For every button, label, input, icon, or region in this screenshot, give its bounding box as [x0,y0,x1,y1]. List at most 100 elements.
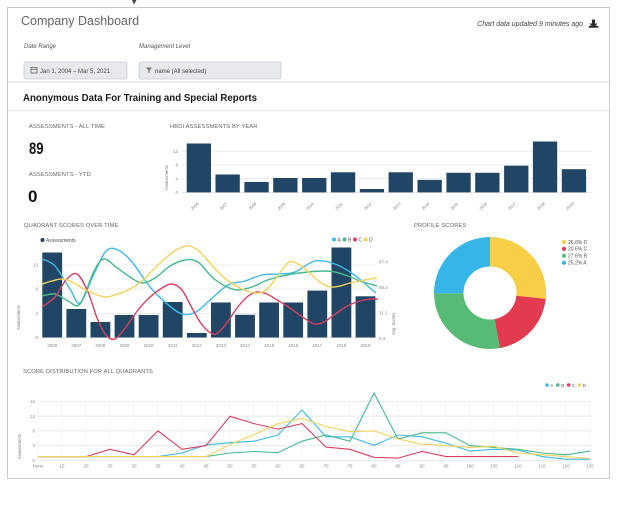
svg-text:Assessments: Assessments [16,305,21,330]
svg-text:2012: 2012 [363,201,373,211]
svg-text:2016: 2016 [288,343,299,348]
svg-text:Date Range: Date Range [24,44,57,50]
svg-text:4: 4 [175,176,178,181]
svg-text:ASSESSMENTS - YTD: ASSESSMENTS - YTD [29,172,91,178]
svg-text:2008: 2008 [95,343,106,348]
svg-text:12: 12 [30,414,36,419]
svg-text:8: 8 [175,163,178,168]
svg-text:0: 0 [175,190,178,195]
svg-text:30: 30 [131,464,137,469]
svg-text:0.3: 0.3 [379,336,386,341]
svg-text:8: 8 [32,429,35,434]
svg-text:D: D [369,238,373,244]
svg-text:2011: 2011 [334,201,344,211]
svg-text:25.2% A: 25.2% A [568,261,587,267]
svg-text:2007: 2007 [219,201,229,211]
svg-text:2015: 2015 [264,343,275,348]
svg-text:2011: 2011 [168,343,178,348]
svg-text:2009: 2009 [276,201,286,211]
svg-text:2010: 2010 [144,343,155,348]
svg-text:55: 55 [251,464,257,469]
svg-text:2013: 2013 [392,201,402,211]
svg-text:45: 45 [203,464,209,469]
svg-text:87.4: 87.4 [379,260,388,265]
svg-text:2016: 2016 [478,201,488,211]
svg-text:C: C [572,383,576,388]
svg-text:Management Level: Management Level [139,44,191,50]
svg-text:2006: 2006 [190,201,200,211]
svg-text:85: 85 [395,464,401,469]
svg-text:ASSESSMENTS - ALL TIME: ASSESSMENTS - ALL TIME [29,124,105,130]
svg-text:Avg. Scores: Avg. Scores [391,313,396,336]
svg-text:25: 25 [107,464,113,469]
svg-text:75: 75 [347,464,353,469]
svg-text:Assessments: Assessments [164,165,169,190]
svg-text:2017: 2017 [507,201,517,211]
svg-text:0: 0 [28,187,37,206]
svg-text:20.6% C: 20.6% C [568,247,588,253]
svg-text:40: 40 [179,464,185,469]
svg-text:4: 4 [35,311,38,316]
svg-text:QUADRANT SCORES OVER TIME: QUADRANT SCORES OVER TIME [24,223,118,229]
svg-text:110: 110 [514,464,522,469]
svg-text:125: 125 [586,464,594,469]
svg-text:12: 12 [33,263,39,268]
svg-text:C: C [359,238,363,244]
svg-text:Chart data updated 9 minutes a: Chart data updated 9 minutes ago [477,21,583,28]
svg-text:115: 115 [538,464,546,469]
svg-text:Jan 1, 2004 – Mar 5, 2021: Jan 1, 2004 – Mar 5, 2021 [40,69,111,75]
svg-text:2018: 2018 [336,343,347,348]
svg-text:B: B [561,383,564,388]
svg-text:58.3: 58.3 [379,285,388,290]
svg-text:4: 4 [32,443,35,448]
svg-text:2014: 2014 [420,201,430,211]
svg-text:26.8% D: 26.8% D [568,240,588,246]
svg-text:Anonymous Data For Training an: Anonymous Data For Training and Special … [23,93,257,104]
svg-text:name (All selected): name (All selected) [155,69,206,75]
svg-text:70: 70 [323,464,329,469]
svg-text:SCORE DISTRIBUTION FOR ALL QUA: SCORE DISTRIBUTION FOR ALL QUADRANTS [23,369,153,375]
svg-text:2019: 2019 [565,201,575,211]
svg-text:2018: 2018 [536,201,546,211]
svg-text:80: 80 [371,464,377,469]
svg-text:2014: 2014 [240,343,251,348]
svg-text:2010: 2010 [305,201,315,211]
svg-text:0: 0 [35,335,38,340]
svg-text:65: 65 [299,464,305,469]
svg-text:90: 90 [419,464,425,469]
svg-text:Assessments: Assessments [17,434,22,459]
svg-text:0: 0 [32,458,35,463]
svg-text:89: 89 [29,139,44,158]
svg-text:2008: 2008 [247,201,257,211]
svg-text:PROFILE SCORES: PROFILE SCORES [414,223,466,229]
svg-text:2012: 2012 [192,343,203,348]
svg-text:2009: 2009 [119,343,130,348]
svg-text:D: D [583,383,587,388]
svg-text:HBDI ASSESSMENTS BY YEAR: HBDI ASSESSMENTS BY YEAR [170,124,258,130]
svg-text:20: 20 [83,464,89,469]
svg-text:27.6% B: 27.6% B [568,254,588,260]
svg-text:15: 15 [59,464,65,469]
svg-text:8: 8 [35,287,38,292]
svg-text:16: 16 [30,399,36,404]
svg-text:105: 105 [490,464,498,469]
svg-text:120: 120 [562,464,570,469]
svg-text:Assessments: Assessments [46,238,76,244]
svg-text:2007: 2007 [71,343,82,348]
svg-text:95: 95 [443,464,449,469]
svg-text:None: None [33,464,44,469]
svg-text:2015: 2015 [449,201,459,211]
svg-text:2006: 2006 [47,343,58,348]
svg-text:A: A [550,383,553,388]
svg-text:50: 50 [227,464,233,469]
svg-text:31.1: 31.1 [379,311,388,316]
svg-text:100: 100 [466,464,474,469]
svg-text:2013: 2013 [216,343,227,348]
svg-text:12: 12 [173,149,179,154]
svg-text:B: B [348,238,352,244]
svg-text:2019: 2019 [360,343,371,348]
svg-text:A: A [338,238,342,244]
svg-text:2017: 2017 [312,343,323,348]
svg-text:60: 60 [275,464,281,469]
svg-text:35: 35 [155,464,161,469]
